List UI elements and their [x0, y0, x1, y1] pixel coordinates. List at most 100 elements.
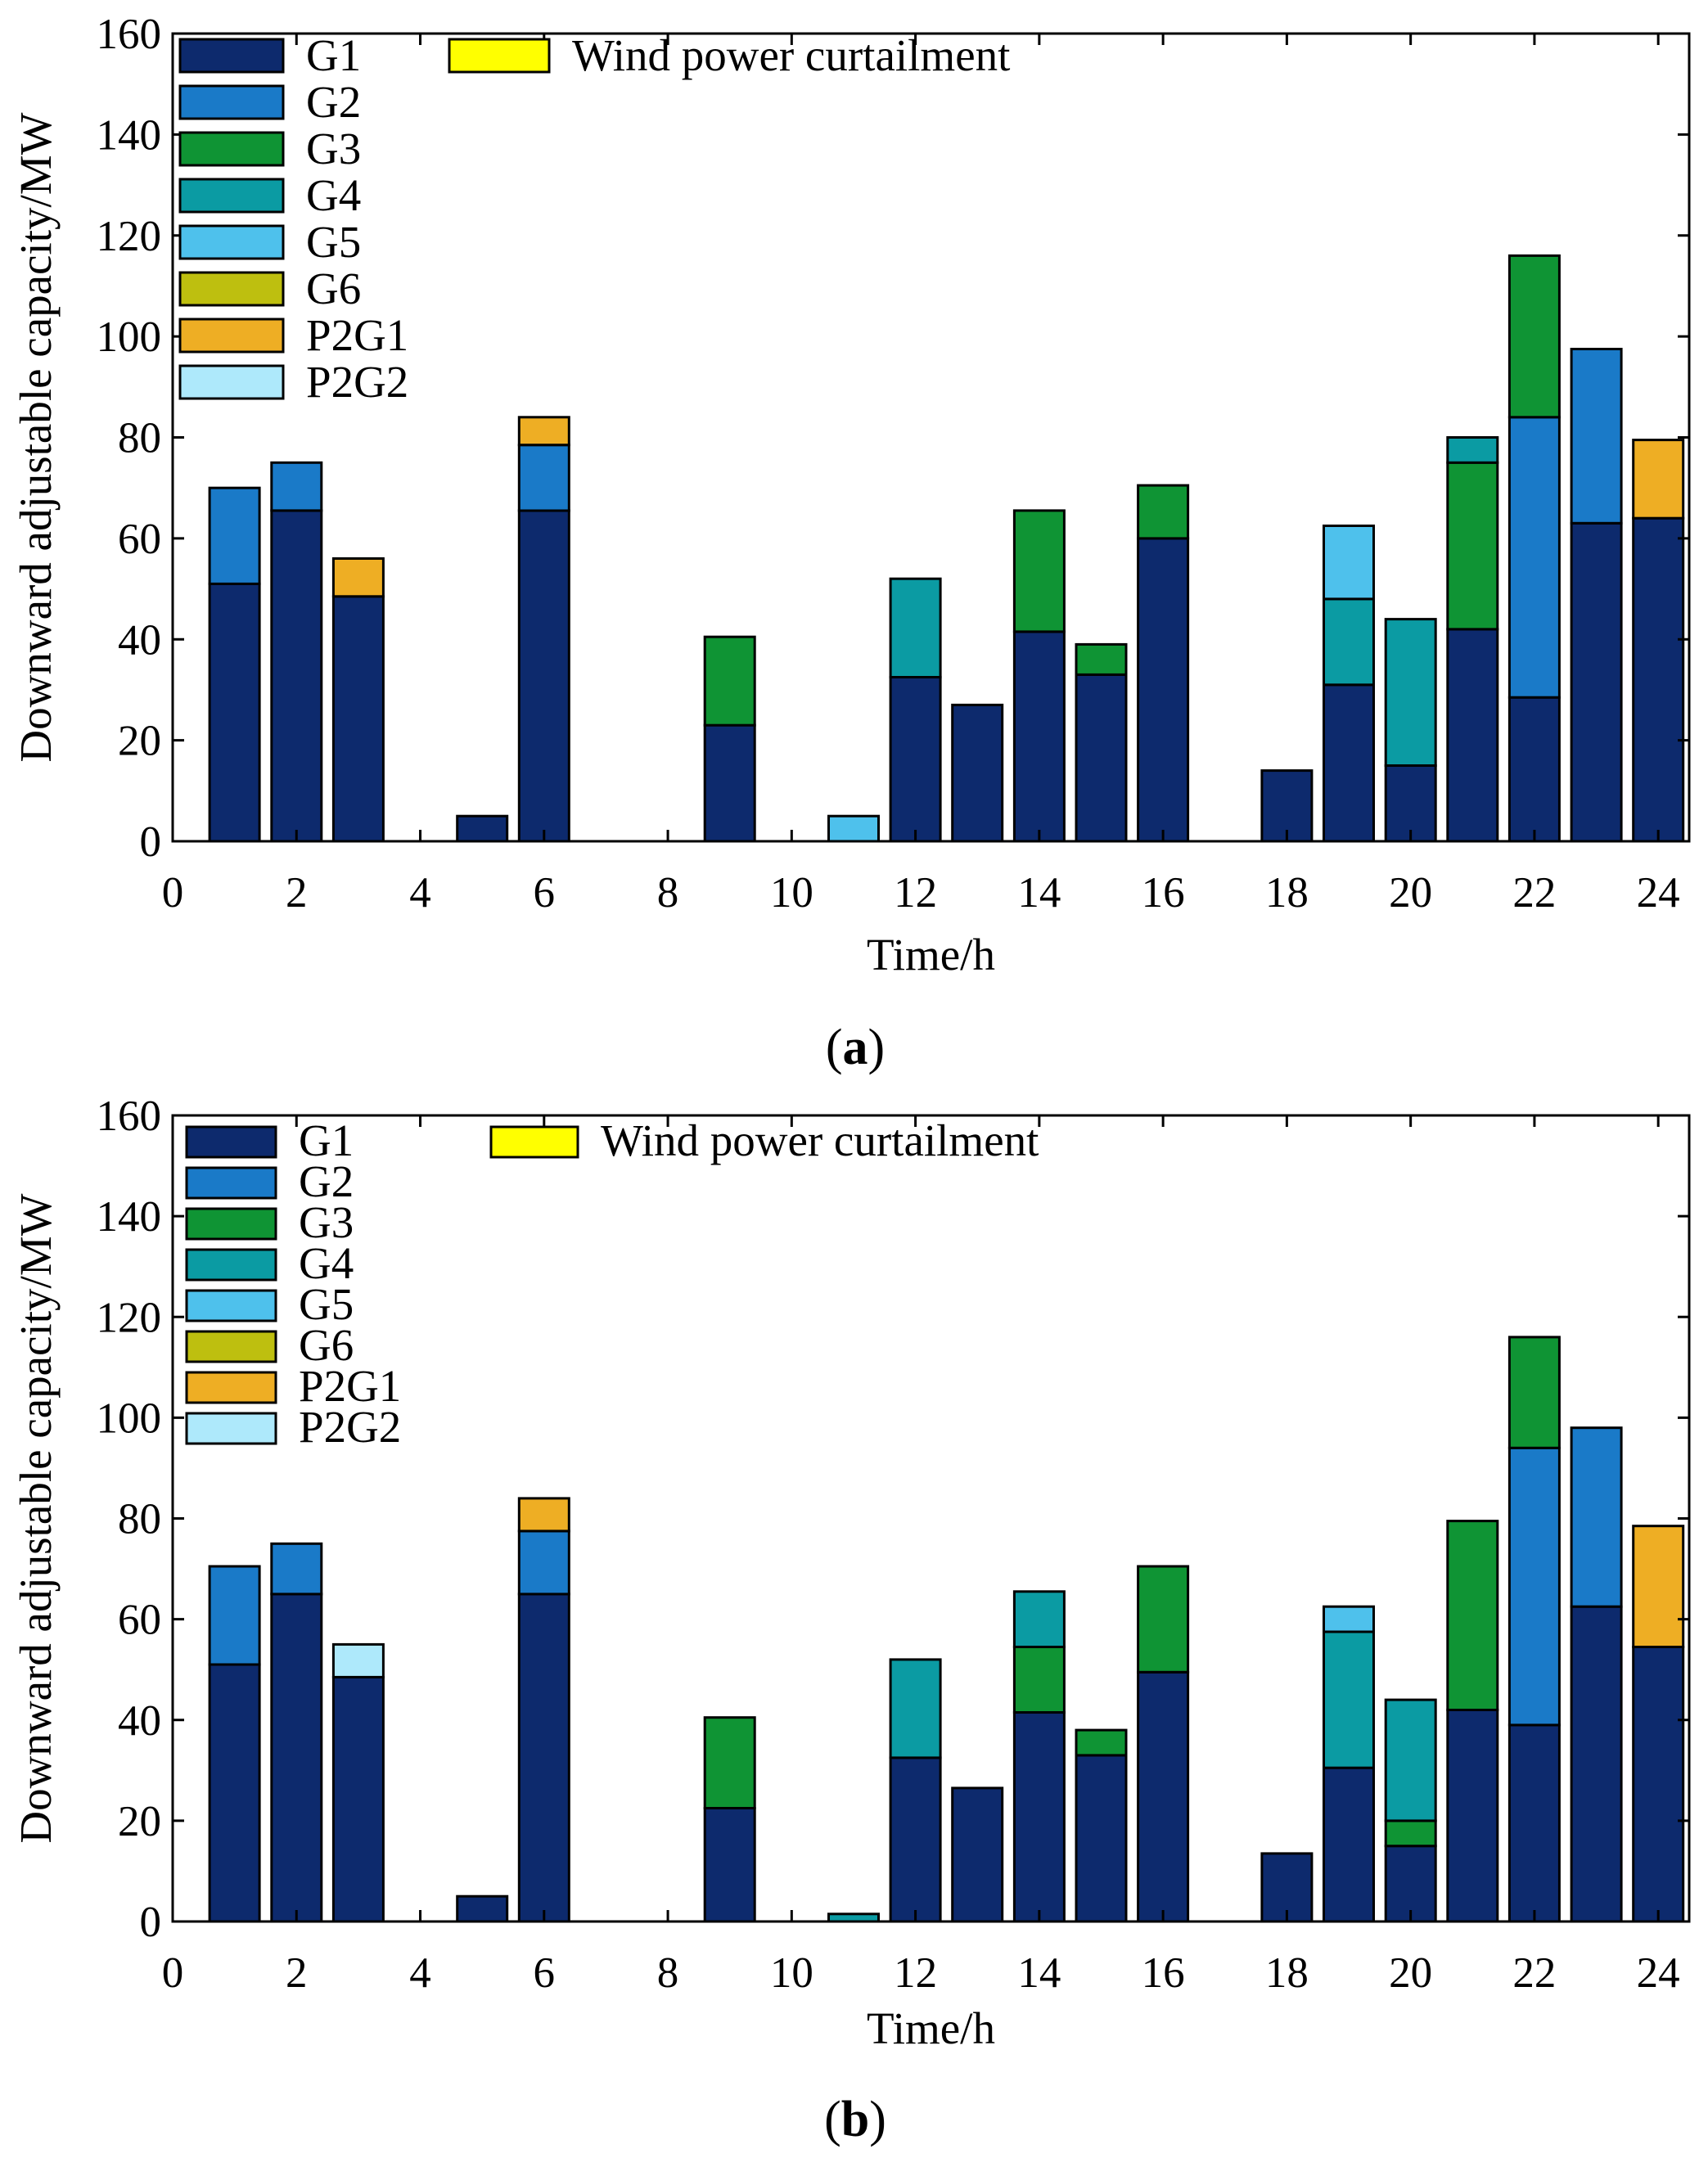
x-tick-label: 20	[1389, 1949, 1432, 1997]
legend-label-wind: Wind power curtailment	[601, 1115, 1039, 1165]
bar-segment-p2g1-h6	[517, 1497, 570, 1533]
bar-segment-g1-h9	[703, 723, 756, 843]
legend-label-g4: G4	[299, 1238, 354, 1288]
bar-segment-g1-h19	[1323, 683, 1375, 843]
bar-segment-g1-h21	[1446, 628, 1499, 843]
legend-swatch-g5	[178, 224, 285, 260]
y-tick-label: 40	[118, 616, 161, 664]
bar-segment-g1-h5	[456, 814, 509, 843]
y-tick-label: 160	[97, 11, 162, 58]
x-tick-label: 22	[1512, 1949, 1556, 1997]
bar-segment-g1-h21	[1446, 1708, 1499, 1923]
legend-swatch-g5	[185, 1289, 277, 1322]
panel-caption: (a)	[826, 1020, 885, 1075]
y-tick-label: 20	[118, 718, 161, 765]
caption-letter: a	[843, 1020, 868, 1075]
bar-segment-g3-h22	[1507, 1336, 1561, 1449]
y-tick-label: 160	[97, 1093, 162, 1140]
bar-segment-g3-h16	[1137, 1565, 1190, 1674]
bar-segment-g2-h23	[1570, 348, 1623, 525]
bar-segment-p2g1-h24	[1632, 439, 1685, 520]
caption-close: )	[869, 2092, 886, 2147]
bar-segment-g1-h1	[208, 1663, 261, 1923]
bar-segment-g2-h6	[517, 444, 570, 512]
bar-segment-g3-h21	[1446, 1520, 1499, 1711]
x-tick-label: 10	[770, 869, 813, 917]
bar-segment-g1-h23	[1570, 1605, 1623, 1923]
legend-swatch-wind	[448, 38, 551, 74]
x-tick-label: 14	[1017, 869, 1061, 917]
x-tick-label: 4	[409, 869, 431, 917]
bar-segment-g3-h15	[1075, 642, 1128, 676]
legend-label-g1: G1	[299, 1115, 354, 1165]
bar-segment-g1-h12	[889, 1756, 942, 1923]
caption-letter: b	[841, 2092, 869, 2147]
bar-segment-g1-h19	[1323, 1766, 1375, 1923]
bar-segment-g2-h23	[1570, 1426, 1623, 1608]
bar-segment-g1-h14	[1012, 630, 1066, 843]
y-tick-label: 60	[118, 516, 161, 563]
bar-segment-g1-h6	[517, 1593, 570, 1923]
bar-segment-g2-h2	[270, 461, 323, 512]
bar-segment-g1-h13	[951, 1786, 1004, 1923]
bar-segment-g1-h2	[270, 1593, 323, 1923]
legend-swatch-p2g1	[178, 318, 285, 354]
bar-segment-g1-h12	[889, 676, 942, 843]
legend-label-g3: G3	[299, 1197, 354, 1247]
legend-label-g6: G6	[299, 1320, 354, 1370]
x-tick-label: 16	[1142, 1949, 1185, 1997]
x-tick-label: 4	[409, 1949, 431, 1997]
bar-segment-g1-h2	[270, 509, 323, 843]
bar-segment-g5-h11	[827, 814, 880, 843]
x-tick-label: 8	[657, 869, 679, 917]
y-axis-label: Downward adjustable capacity/MW	[11, 112, 61, 762]
y-tick-label: 80	[118, 1496, 161, 1543]
legend-swatch-g3	[185, 1207, 277, 1241]
bar-segment-g4-h19	[1323, 1630, 1375, 1769]
legend-label-p2g1: P2G1	[306, 310, 408, 360]
x-tick-label: 22	[1512, 869, 1556, 917]
legend-label-g2: G2	[306, 77, 361, 127]
bar-segment-g4-h20	[1384, 618, 1437, 767]
bar-segment-g1-h16	[1137, 1670, 1190, 1923]
caption-open: (	[824, 2092, 841, 2147]
legend-label-g4: G4	[306, 170, 361, 220]
bar-segment-g3-h9	[703, 635, 756, 727]
legend-swatch-g4	[178, 178, 285, 214]
y-tick-label: 0	[140, 818, 162, 866]
legend-swatch-g2	[185, 1166, 277, 1200]
legend-swatch-g3	[178, 131, 285, 167]
bar-segment-g3-h14	[1012, 509, 1066, 633]
x-tick-label: 24	[1637, 1949, 1680, 1997]
bar-segment-g3-h20	[1384, 1819, 1437, 1848]
bar-segment-g2-h1	[208, 486, 261, 585]
bar-segment-g4-h14	[1012, 1590, 1066, 1649]
bar-segment-g1-h15	[1075, 673, 1128, 843]
bar-segment-g2-h22	[1507, 416, 1561, 699]
x-tick-label: 0	[162, 1949, 184, 1997]
caption-close: )	[868, 1020, 886, 1075]
bar-segment-g2-h1	[208, 1565, 261, 1666]
bar-segment-g5-h19	[1323, 525, 1375, 601]
legend-label-p2g1: P2G1	[299, 1361, 401, 1411]
bar-segment-g1-h15	[1075, 1754, 1128, 1923]
bar-segment-g5-h19	[1323, 1605, 1375, 1633]
bar-segment-g2-h6	[517, 1530, 570, 1596]
x-tick-label: 16	[1142, 869, 1185, 917]
x-tick-label: 24	[1637, 869, 1680, 917]
legend-swatch-g1	[178, 38, 285, 74]
y-tick-label: 120	[97, 213, 162, 260]
y-tick-label: 0	[140, 1899, 162, 1946]
bar-segment-g4-h12	[889, 577, 942, 679]
bar-segment-g1-h23	[1570, 521, 1623, 843]
bar-segment-g3-h16	[1137, 484, 1190, 540]
bar-segment-g1-h9	[703, 1807, 756, 1923]
legend-label-p2g2: P2G2	[306, 357, 408, 407]
bar-segment-p2g1-h3	[331, 557, 385, 598]
x-tick-label: 12	[894, 869, 937, 917]
bar-segment-g3-h14	[1012, 1646, 1066, 1714]
bar-segment-g4-h19	[1323, 597, 1375, 687]
bar-segment-g3-h9	[703, 1716, 756, 1809]
